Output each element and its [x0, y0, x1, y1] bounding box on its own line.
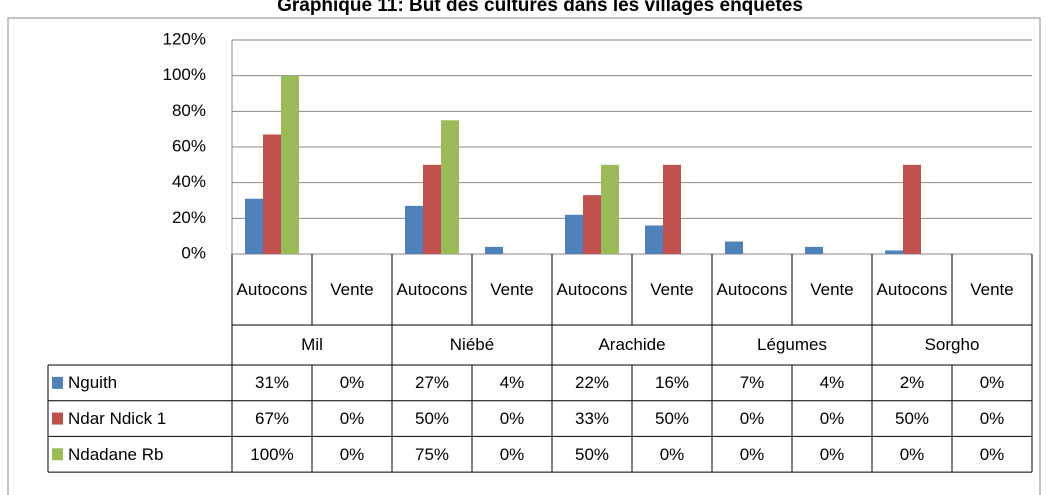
x-tick-label: Autocons [716, 279, 788, 299]
data-label: 0% [339, 444, 365, 464]
group-label: Légumes [757, 335, 827, 355]
data-label: 50% [894, 408, 930, 428]
data-label: 0% [739, 408, 765, 428]
bar [583, 195, 601, 254]
group-label: Arachide [598, 335, 666, 355]
y-tick-label: 120% [163, 29, 206, 48]
legend-key [52, 412, 63, 425]
data-label: 7% [739, 373, 765, 393]
bar [903, 164, 921, 254]
chart-frame [7, 17, 1041, 495]
data-label: 50% [654, 408, 690, 428]
data-label: 0% [339, 408, 365, 428]
x-tick-label: Vente [490, 279, 534, 299]
data-label: 0% [339, 373, 365, 393]
y-tick-label: 80% [172, 101, 206, 120]
bar [663, 164, 681, 254]
legend-key [52, 376, 63, 389]
legend-key [52, 448, 63, 461]
legend-label: Nguith [68, 373, 118, 393]
bar [805, 246, 823, 254]
data-label: 16% [654, 373, 690, 393]
data-label: 0% [819, 444, 845, 464]
y-tick-label: 40% [172, 172, 206, 191]
group-label: Niébé [449, 335, 495, 355]
data-label: 4% [499, 373, 525, 393]
group-label: Sorgho [924, 335, 980, 355]
bar [725, 241, 743, 254]
bar [405, 205, 423, 254]
x-tick-label: Autocons [396, 279, 468, 299]
y-tick-label: 100% [163, 65, 206, 84]
x-tick-label: Vente [650, 279, 694, 299]
data-label: 0% [499, 408, 525, 428]
y-tick-label: 60% [172, 136, 206, 155]
bar [485, 246, 503, 254]
data-label: 22% [574, 373, 610, 393]
x-tick-label: Autocons [556, 279, 628, 299]
bar [423, 164, 441, 254]
bar [263, 134, 281, 254]
data-label: 31% [254, 373, 290, 393]
data-label: 2% [899, 373, 925, 393]
y-tick-label: 20% [172, 208, 206, 227]
x-tick-label: Autocons [876, 279, 948, 299]
data-label: 0% [819, 408, 845, 428]
legend-label: Ndar Ndick 1 [68, 408, 167, 428]
data-label: 67% [254, 408, 290, 428]
bar [441, 120, 459, 254]
data-label: 100% [250, 444, 294, 464]
bar [601, 164, 619, 254]
data-label: 4% [819, 373, 845, 393]
data-label: 0% [979, 373, 1005, 393]
data-label: 0% [659, 444, 685, 464]
data-label: 75% [414, 444, 450, 464]
bar [885, 250, 903, 254]
data-label: 0% [499, 444, 525, 464]
bar [565, 214, 583, 254]
data-label: 0% [739, 444, 765, 464]
data-label: 50% [414, 408, 450, 428]
data-label: 50% [574, 444, 610, 464]
chart-title: Graphique 11: But des cultures dans les … [277, 0, 803, 16]
data-label: 0% [979, 408, 1005, 428]
data-label: 27% [414, 373, 450, 393]
x-tick-label: Autocons [236, 279, 308, 299]
bar [281, 75, 299, 255]
data-label: 33% [574, 408, 610, 428]
x-tick-label: Vente [810, 279, 854, 299]
y-tick-label: 0% [181, 243, 206, 262]
x-tick-label: Vente [330, 279, 374, 299]
legend-label: Ndadane Rb [68, 444, 164, 464]
bar [645, 225, 663, 254]
data-label: 0% [979, 444, 1005, 464]
data-label: 0% [899, 444, 925, 464]
x-tick-label: Vente [970, 279, 1014, 299]
group-label: Mil [301, 335, 323, 355]
bar [245, 198, 263, 254]
